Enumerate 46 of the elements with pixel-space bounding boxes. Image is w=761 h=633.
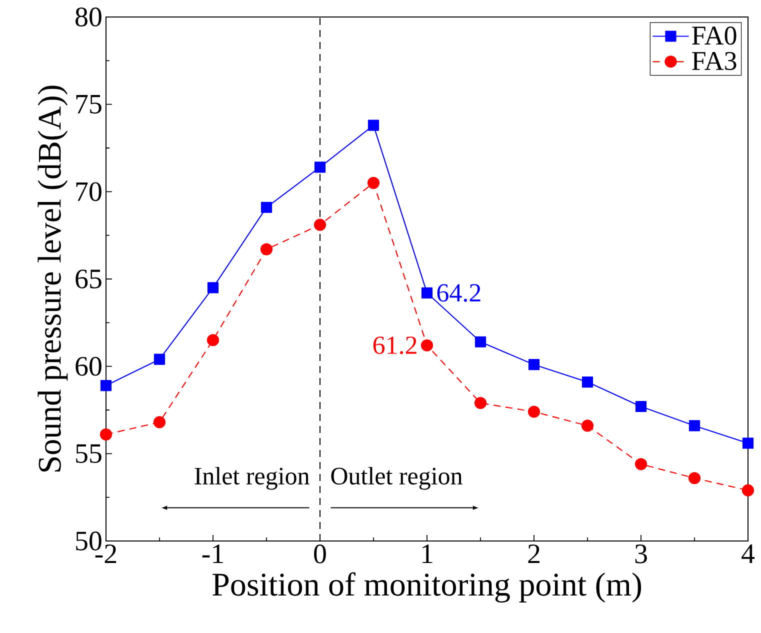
- point: [474, 396, 487, 410]
- point: [634, 458, 648, 470]
- y-axis-title: Sound pressure level (dB(A)): [38, 86, 68, 472]
- y-tick-label: 65: [76, 270, 102, 288]
- y-tick-label: 75: [76, 95, 102, 114]
- point: [688, 472, 701, 484]
- point: [635, 400, 647, 412]
- x-axis-title: Position of monitoring point (m): [212, 572, 642, 603]
- x-tick-label: 0: [314, 544, 326, 564]
- point: [742, 438, 754, 449]
- point: [368, 120, 380, 131]
- point: [582, 376, 594, 388]
- data-label: 61.2: [373, 336, 416, 354]
- point: [420, 339, 434, 352]
- x-tick-label: 1: [422, 544, 432, 564]
- point: [100, 380, 112, 392]
- y-tick-label: 80: [76, 8, 102, 26]
- y-tick-label: 55: [76, 444, 102, 463]
- y-tick-label: 70: [76, 182, 102, 202]
- legend-label: FA3: [692, 52, 736, 70]
- y-tick-label: 60: [76, 356, 102, 376]
- annotation: Outlet region: [331, 466, 462, 490]
- point: [260, 202, 272, 213]
- x-tick-label: 3: [635, 544, 647, 564]
- point: [688, 420, 700, 432]
- x-tick-label: 2: [528, 544, 540, 564]
- annotation: Inlet region: [194, 466, 310, 490]
- point: [528, 359, 540, 370]
- point: [206, 334, 220, 346]
- point: [207, 282, 219, 294]
- point: [153, 416, 166, 428]
- point: [314, 218, 326, 231]
- point: [367, 176, 380, 189]
- point: [421, 287, 433, 299]
- point: [100, 428, 112, 441]
- data-label: 64.2: [437, 284, 480, 302]
- legend-label: FA0: [692, 26, 736, 45]
- point: [742, 484, 754, 496]
- point: [528, 406, 540, 418]
- x-tick-label: -1: [202, 544, 223, 564]
- point: [581, 420, 594, 432]
- point: [260, 243, 273, 256]
- x-tick-label: 4: [742, 544, 755, 563]
- point: [474, 336, 486, 348]
- point: [314, 162, 326, 173]
- point: [154, 354, 166, 365]
